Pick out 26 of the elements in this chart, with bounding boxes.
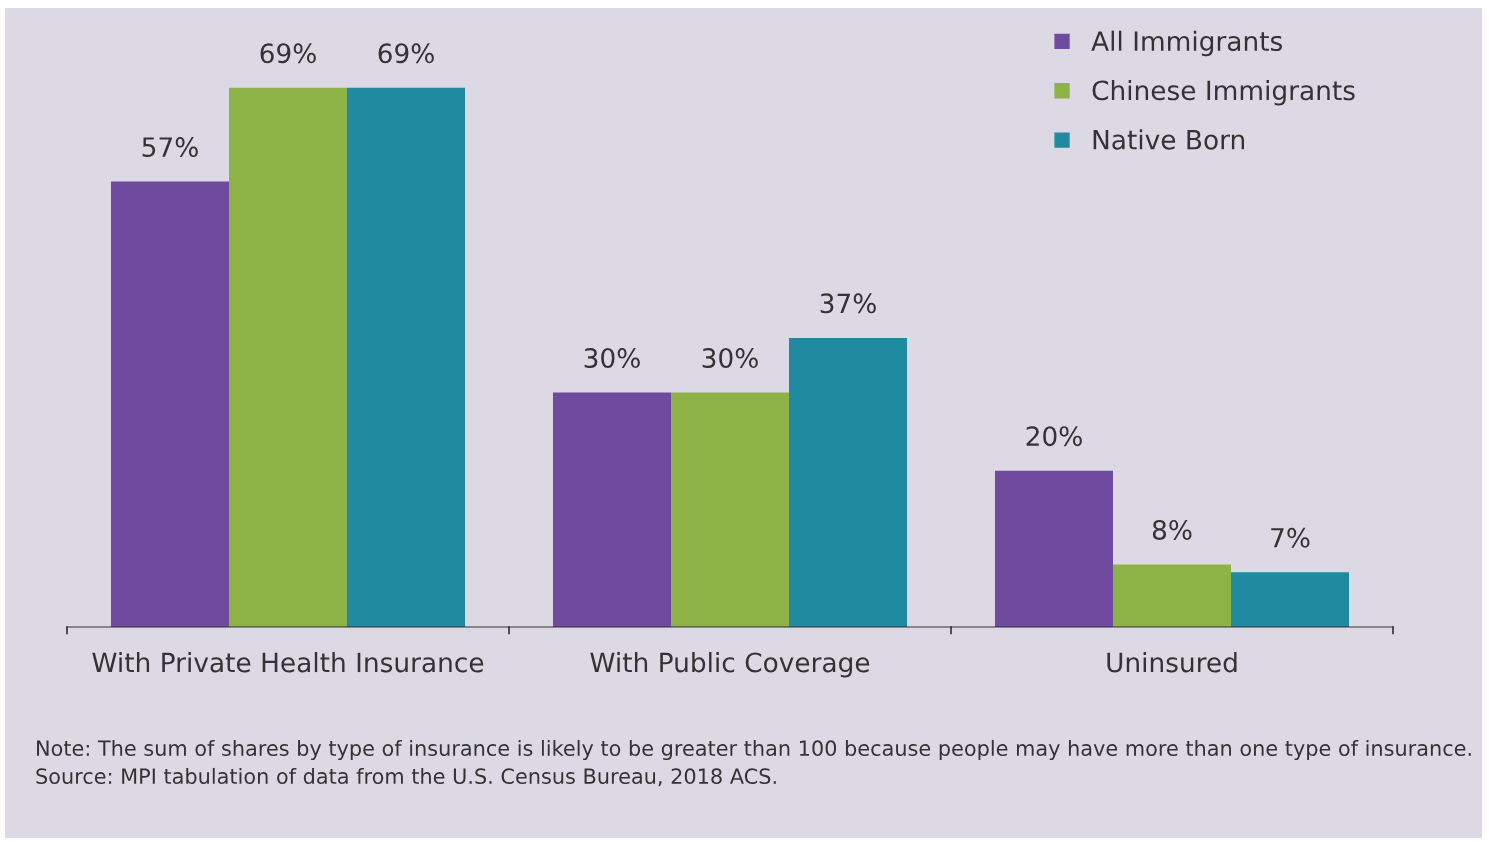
- legend-label: All Immigrants: [1091, 30, 1282, 57]
- data-label: 30%: [584, 348, 640, 369]
- data-label: 8%: [1152, 519, 1192, 540]
- x-tick-label: With Public Coverage: [590, 652, 870, 678]
- data-label: 30%: [702, 348, 758, 369]
- data-label: 69%: [260, 43, 316, 64]
- x-tick-label: Uninsured: [1107, 652, 1237, 673]
- data-label: 20%: [1026, 426, 1082, 447]
- bar: [1231, 572, 1350, 627]
- source-note: Source: MPI tabulation of data from the U.S. Census Bureau, 2018 ACS.: [36, 767, 776, 787]
- bar: [1112, 564, 1232, 627]
- bar: [228, 87, 348, 627]
- legend-label: Native Born: [1093, 129, 1245, 150]
- bar: [110, 181, 229, 627]
- data-label: 57%: [142, 137, 198, 158]
- bar: [552, 392, 671, 627]
- data-label: 7%: [1271, 527, 1310, 548]
- data-label: 37%: [820, 293, 876, 314]
- bar: [994, 470, 1113, 627]
- data-label: 69%: [378, 43, 434, 64]
- bar: [789, 337, 908, 627]
- text: Note: The sum of shares by type of insurance is likely to be greater than 100 because people may have more than one type of insurance.: [37, 739, 1471, 761]
- legend-label: Chinese Immigrants: [1092, 79, 1355, 106]
- bar: [347, 87, 466, 627]
- x-tick-label: With Private Health Insurance: [92, 652, 484, 673]
- bar: [670, 392, 790, 627]
